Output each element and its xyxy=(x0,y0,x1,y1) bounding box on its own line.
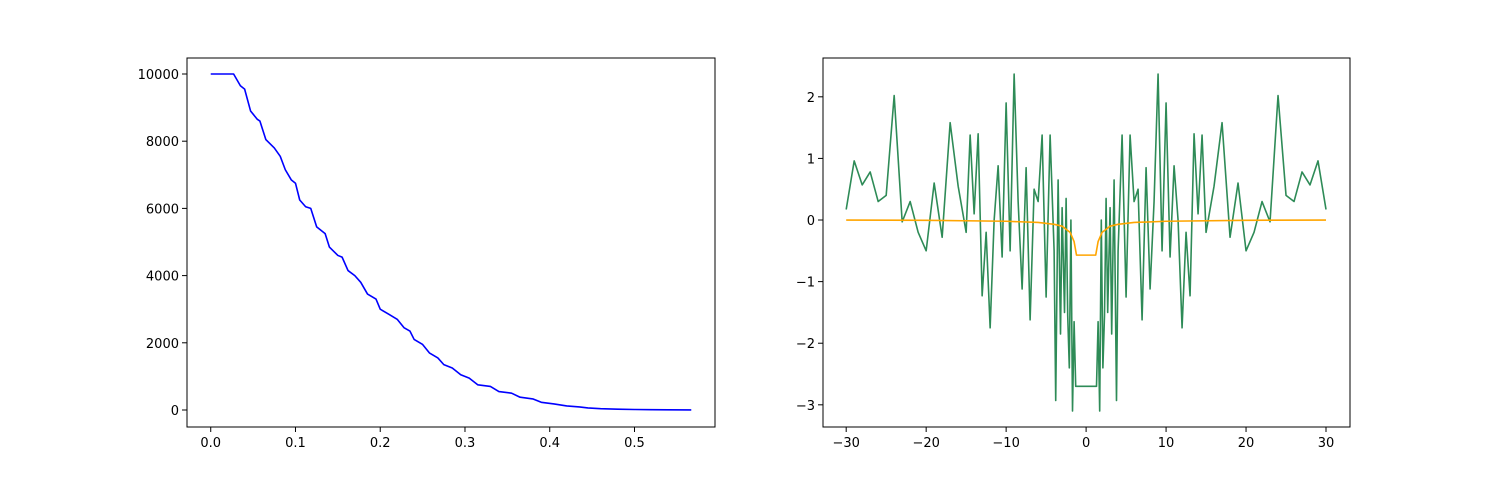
x-tick-label: 0.5 xyxy=(624,436,645,451)
plot-frame xyxy=(822,57,1351,428)
x-tick-label: 0.3 xyxy=(455,436,476,451)
y-tick-label: 1 xyxy=(807,152,815,167)
plot-frame xyxy=(186,57,716,428)
y-tick-label: −3 xyxy=(796,399,815,414)
y-tick-label: 8000 xyxy=(146,135,179,150)
x-tick-label: 0.0 xyxy=(200,436,221,451)
x-tick-label: 0.4 xyxy=(539,436,560,451)
data-line xyxy=(210,73,692,411)
y-tick-label: −2 xyxy=(796,337,815,352)
x-tick-label: 0 xyxy=(1082,436,1090,451)
x-tick-label: −10 xyxy=(992,436,1019,451)
y-tick-label: 6000 xyxy=(146,202,179,217)
x-tick-label: 10 xyxy=(1158,436,1175,451)
y-tick-label: 0 xyxy=(807,214,815,229)
y-tick-label: 0 xyxy=(171,404,179,419)
y-tick-label: 4000 xyxy=(146,270,179,285)
data-line xyxy=(846,219,1327,256)
data-line xyxy=(845,73,1327,412)
x-tick-label: 0.2 xyxy=(370,436,391,451)
y-tick-label: 2 xyxy=(807,91,815,106)
x-tick-label: −30 xyxy=(832,436,859,451)
x-tick-label: 20 xyxy=(1238,436,1255,451)
y-tick-label: 2000 xyxy=(146,337,179,352)
y-tick-label: 10000 xyxy=(138,68,179,83)
y-tick-label: −1 xyxy=(796,276,815,291)
x-tick-label: 0.1 xyxy=(285,436,306,451)
x-tick-label: 30 xyxy=(1318,436,1335,451)
x-tick-label: −20 xyxy=(912,436,939,451)
